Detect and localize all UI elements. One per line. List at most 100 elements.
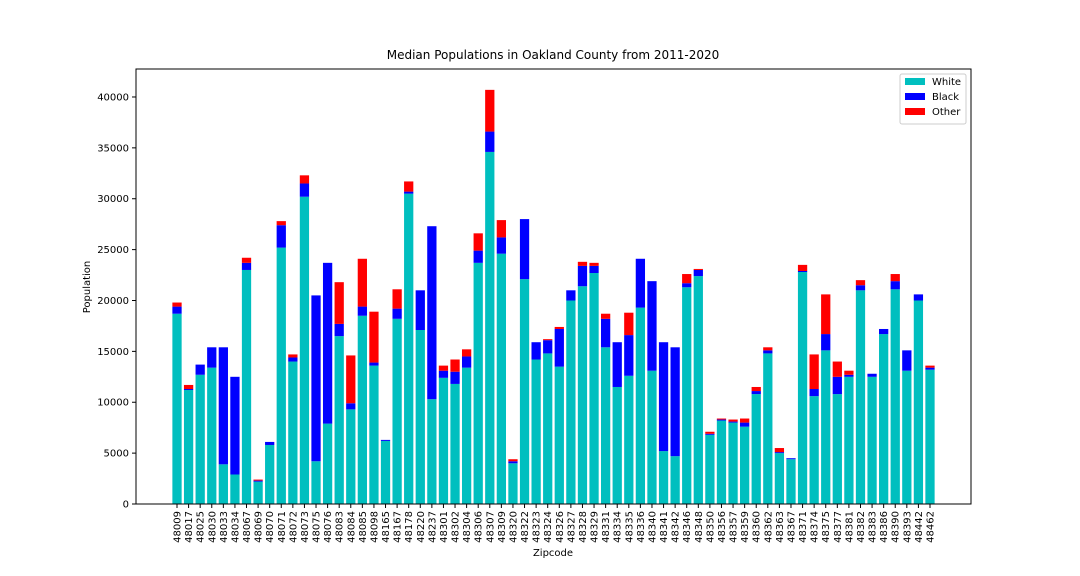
- bar-segment: [415, 290, 425, 330]
- bar-segment: [218, 464, 228, 504]
- bar-segment: [543, 340, 553, 354]
- x-tick-label: 48442: [914, 511, 925, 543]
- y-tick-label: 20000: [97, 296, 129, 307]
- x-tick-label: 48070: [265, 511, 276, 543]
- bar-segment: [508, 463, 518, 504]
- bar-segment: [485, 151, 495, 505]
- x-tick-label: 48167: [393, 511, 404, 543]
- x-tick-label: 48323: [532, 511, 543, 543]
- bar-segment: [265, 441, 275, 445]
- bar-segment: [844, 370, 854, 375]
- bar-segment: [195, 364, 205, 375]
- bar-segment: [797, 272, 808, 504]
- bar-segment: [543, 353, 553, 504]
- bar-segment: [357, 258, 367, 307]
- bar-segment: [299, 196, 310, 504]
- x-tick-label: 48083: [335, 511, 346, 543]
- bar-segment: [438, 365, 449, 371]
- x-tick-label: 48331: [601, 511, 612, 543]
- bar-segment: [334, 323, 344, 337]
- bar-segment: [369, 365, 379, 504]
- x-tick-label: 48390: [891, 511, 902, 543]
- bar-segment: [404, 181, 414, 192]
- x-tick-label: 48348: [694, 511, 705, 543]
- bar-segment: [705, 433, 715, 435]
- bar-segment: [728, 419, 738, 422]
- bar-segment: [867, 376, 877, 504]
- bar-segment: [913, 300, 924, 504]
- bar-segment: [809, 389, 819, 397]
- x-tick-label: 48073: [300, 511, 311, 543]
- x-tick-label: 48386: [879, 511, 890, 543]
- bar-segment: [392, 289, 402, 309]
- bar-segment: [624, 335, 634, 376]
- bar-segment: [658, 342, 669, 452]
- bar-segment: [577, 265, 588, 287]
- bar-segment: [774, 448, 785, 453]
- bar-segment: [253, 480, 263, 482]
- x-tick-label: 48363: [775, 511, 786, 543]
- x-tick-label: 48374: [810, 511, 821, 543]
- bar-segment: [693, 268, 703, 270]
- bar-segment: [577, 261, 588, 266]
- y-tick-label: 35000: [97, 143, 129, 154]
- bar-segment: [380, 440, 391, 504]
- x-tick-label: 48375: [821, 511, 832, 543]
- x-tick-label: 48335: [624, 511, 635, 543]
- bar-segment: [230, 376, 240, 475]
- bar-segment: [600, 313, 611, 319]
- bar-segment: [786, 458, 796, 460]
- bar-segment: [496, 237, 507, 254]
- y-tick-label: 30000: [97, 194, 129, 205]
- bar-segment: [450, 359, 460, 372]
- bar-segment: [461, 349, 472, 357]
- bar-segment: [566, 290, 576, 301]
- legend-label: Black: [932, 92, 959, 103]
- bar-segment: [369, 311, 379, 363]
- bar-segment: [879, 328, 889, 335]
- x-tick-label: 48393: [902, 511, 913, 543]
- bar-segment: [288, 361, 298, 504]
- bar-segment: [299, 175, 310, 184]
- x-tick-label: 48084: [346, 511, 357, 543]
- bar-segment: [728, 421, 738, 423]
- bar-segment: [855, 290, 866, 504]
- x-tick-label: 48356: [717, 511, 728, 543]
- x-tick-label: 48072: [288, 511, 299, 543]
- bar-segment: [253, 479, 263, 481]
- x-tick-label: 48328: [578, 511, 589, 543]
- bar-segment: [832, 361, 842, 377]
- x-axis-label: Zipcode: [533, 548, 573, 559]
- bar-segment: [751, 386, 761, 392]
- bar-segment: [670, 347, 680, 457]
- bar-segment: [855, 280, 866, 286]
- x-tick-label: 48377: [833, 511, 844, 543]
- x-tick-label: 48360: [752, 511, 763, 543]
- bar-segment: [473, 262, 483, 504]
- bar-segment: [705, 431, 715, 434]
- bar-segment: [172, 306, 182, 314]
- x-tick-label: 48326: [555, 511, 566, 543]
- bar-segment: [832, 394, 842, 504]
- bar-segment: [392, 318, 402, 504]
- bar-segment: [276, 225, 286, 248]
- y-tick-label: 5000: [104, 449, 129, 460]
- bar-segment: [334, 336, 344, 504]
- bar-segment: [415, 330, 425, 504]
- bar-segment: [809, 354, 819, 390]
- bar-segment: [879, 334, 889, 504]
- bar-segment: [241, 257, 252, 263]
- bar-segment: [299, 183, 310, 197]
- bar-segment: [693, 276, 703, 504]
- bar-segment: [496, 253, 507, 504]
- bar-segment: [450, 383, 460, 504]
- bar-segment: [218, 347, 228, 465]
- bar-segment: [276, 221, 286, 226]
- bar-segment: [357, 315, 367, 504]
- bar-segment: [346, 409, 356, 504]
- bar-segment: [693, 269, 703, 277]
- bar-segment: [404, 191, 414, 194]
- bar-segment: [485, 131, 495, 152]
- x-tick-label: 48301: [439, 511, 450, 543]
